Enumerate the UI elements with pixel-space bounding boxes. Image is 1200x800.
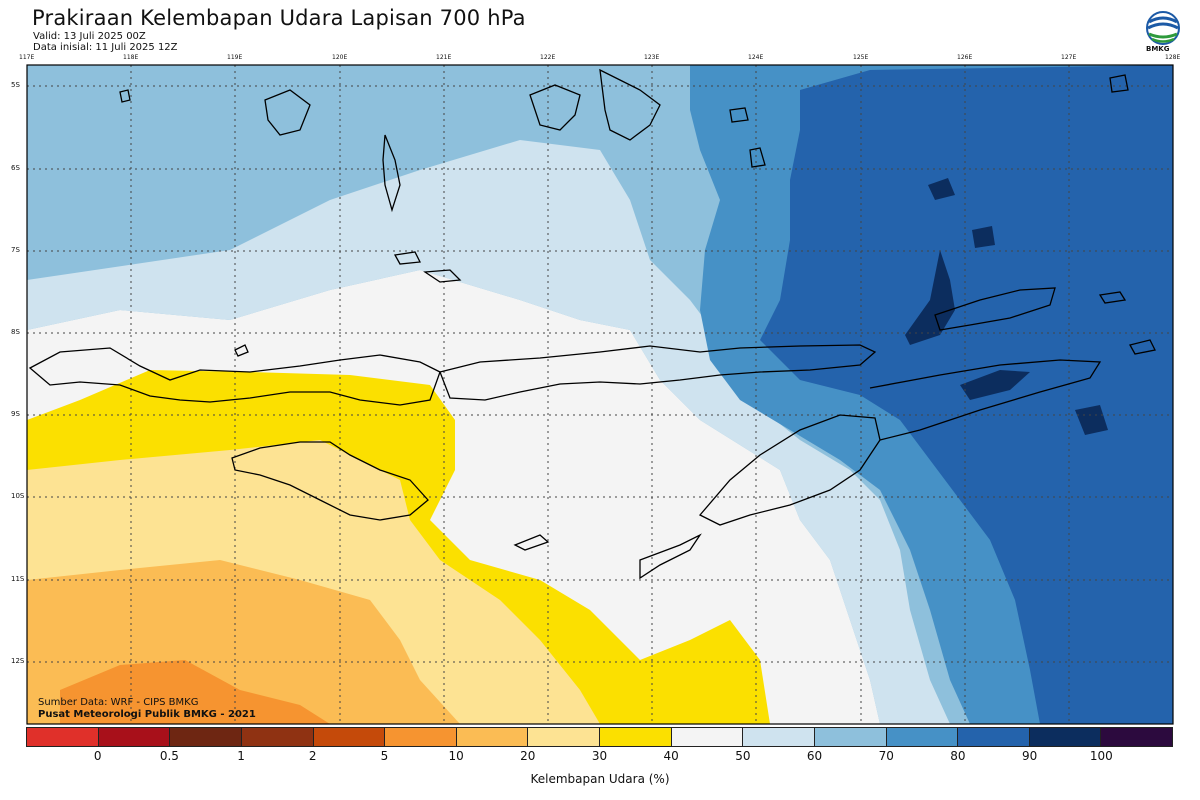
lon-label: 121E bbox=[436, 54, 452, 61]
island-cluster-west bbox=[264, 89, 311, 136]
bmkg-logo-icon bbox=[1146, 11, 1180, 45]
colorbar-tick-label: 90 bbox=[1021, 749, 1038, 763]
colorbar-tick-label: 80 bbox=[950, 749, 966, 763]
credit-institution: Pusat Meteorologi Publik BMKG - 2021 bbox=[38, 709, 256, 720]
map-frame bbox=[26, 64, 1174, 725]
colorbar-segment bbox=[528, 728, 600, 746]
colorbar-segment bbox=[886, 728, 959, 746]
lon-label: 128E bbox=[1165, 54, 1181, 61]
coastlines bbox=[28, 68, 1156, 580]
small-islands-east bbox=[1098, 74, 1156, 355]
graticule bbox=[27, 65, 1173, 724]
colorbar-tick-label: 100 bbox=[1089, 749, 1113, 763]
colorbar-segment bbox=[170, 728, 242, 746]
colorbar-segment bbox=[814, 728, 887, 746]
logo-text: BMKG bbox=[1146, 45, 1170, 53]
colorbar-tick-label: 5 bbox=[380, 749, 389, 763]
lon-label: 119E bbox=[227, 54, 243, 61]
lon-label: 125E bbox=[853, 54, 869, 61]
colorbar-segment bbox=[313, 728, 386, 746]
colorbar-tick-label: 0.5 bbox=[159, 749, 179, 763]
colorbar-label: Kelembapan Udara (%) bbox=[530, 772, 670, 786]
colorbar-tick-label: 2 bbox=[308, 749, 317, 763]
colorbar-segment bbox=[671, 728, 744, 746]
sulawesi-peninsula bbox=[599, 68, 661, 141]
rh-50-60-zone bbox=[27, 140, 950, 724]
lat-label: 9S bbox=[11, 410, 20, 418]
lon-label: 124E bbox=[748, 54, 764, 61]
colorbar-segment bbox=[743, 728, 815, 746]
credit-data-source: Sumber Data: WRF - CIPS BMKG bbox=[38, 697, 199, 708]
lon-label: 126E bbox=[957, 54, 973, 61]
rote-coast bbox=[639, 533, 702, 580]
lat-label: 8S bbox=[11, 328, 20, 336]
humidity-field bbox=[27, 65, 1173, 724]
flores-coast bbox=[439, 344, 877, 401]
small-islands-north bbox=[119, 89, 766, 283]
lat-label: 11S bbox=[11, 575, 25, 583]
lon-label: 120E bbox=[332, 54, 348, 61]
colorbar-segment bbox=[241, 728, 314, 746]
lat-label: 10S bbox=[11, 492, 25, 500]
colorbar-tick-label: 50 bbox=[735, 749, 751, 763]
lon-label: 127E bbox=[1061, 54, 1077, 61]
colorbar-tick-label: 10 bbox=[448, 749, 464, 763]
timor-extension bbox=[869, 359, 1102, 441]
lombok-sumbawa-coast bbox=[28, 347, 441, 406]
lat-label: 12S bbox=[11, 657, 25, 665]
colorbar-tick-label: 20 bbox=[520, 749, 536, 763]
colorbar-segment bbox=[1101, 728, 1172, 746]
alor-coast bbox=[934, 287, 1056, 331]
lat-label: 5S bbox=[11, 81, 20, 89]
colorbar-segment bbox=[27, 728, 99, 746]
colorbar-tick-label: 60 bbox=[806, 749, 823, 763]
colorbar-segment bbox=[1029, 728, 1102, 746]
savu-coast bbox=[513, 534, 550, 551]
sulawesi-coast bbox=[529, 84, 581, 131]
colorbar-segment bbox=[456, 728, 529, 746]
colorbar-segment bbox=[958, 728, 1030, 746]
colorbar-tick-label: 30 bbox=[591, 749, 608, 763]
selayar-coast bbox=[382, 134, 401, 213]
lon-label: 117E bbox=[19, 54, 35, 61]
colorbar-tick-label: 70 bbox=[878, 749, 894, 763]
colorbar-tick-label: 0 bbox=[93, 749, 102, 763]
lat-label: 7S bbox=[11, 246, 20, 254]
valid-time: Valid: 13 Juli 2025 00Z bbox=[33, 31, 146, 42]
init-time: Data inisial: 11 Juli 2025 12Z bbox=[33, 42, 178, 53]
lon-label: 122E bbox=[540, 54, 556, 61]
colorbar-tick-label: 1 bbox=[237, 749, 245, 763]
lon-label: 123E bbox=[644, 54, 660, 61]
lat-label: 6S bbox=[11, 164, 20, 172]
colorbar-segment bbox=[385, 728, 457, 746]
colorbar-tick-label: 40 bbox=[663, 749, 679, 763]
lon-label: 118E bbox=[123, 54, 139, 61]
rh-90-100-zone bbox=[905, 250, 955, 345]
rh-5-10-zone bbox=[60, 660, 330, 724]
colorbar-segment bbox=[600, 728, 672, 746]
sumba-coast bbox=[231, 441, 429, 521]
map-title: Prakiraan Kelembapan Udara Lapisan 700 h… bbox=[32, 6, 526, 30]
colorbar bbox=[26, 727, 1173, 747]
colorbar-segment bbox=[98, 728, 171, 746]
